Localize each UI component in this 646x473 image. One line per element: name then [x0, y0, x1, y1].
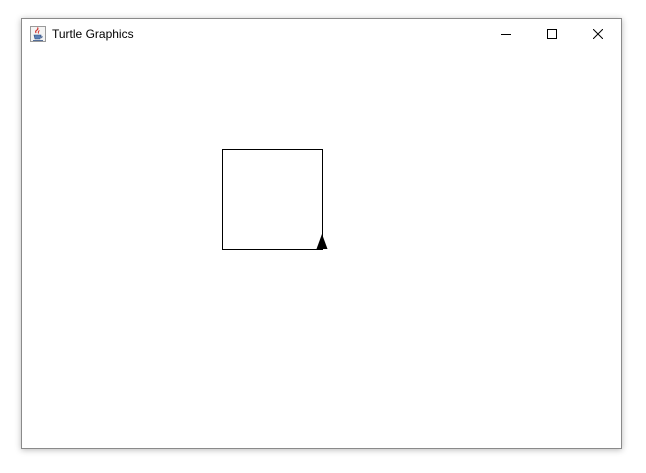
minimize-button[interactable]	[483, 19, 529, 49]
turtle-graphics-window: Turtle Graphics	[21, 18, 622, 449]
minimize-icon	[501, 34, 511, 35]
title-bar[interactable]: Turtle Graphics	[22, 19, 621, 49]
drawn-square	[222, 149, 323, 250]
java-coffee-cup-icon	[30, 26, 46, 42]
close-button[interactable]	[575, 19, 621, 49]
turtle-drawing	[222, 149, 328, 250]
drawing-canvas[interactable]	[22, 49, 621, 448]
maximize-button[interactable]	[529, 19, 575, 49]
maximize-icon	[547, 29, 557, 39]
window-title: Turtle Graphics	[52, 27, 134, 41]
close-icon	[593, 29, 603, 39]
turtle-triangle-icon	[316, 234, 328, 249]
